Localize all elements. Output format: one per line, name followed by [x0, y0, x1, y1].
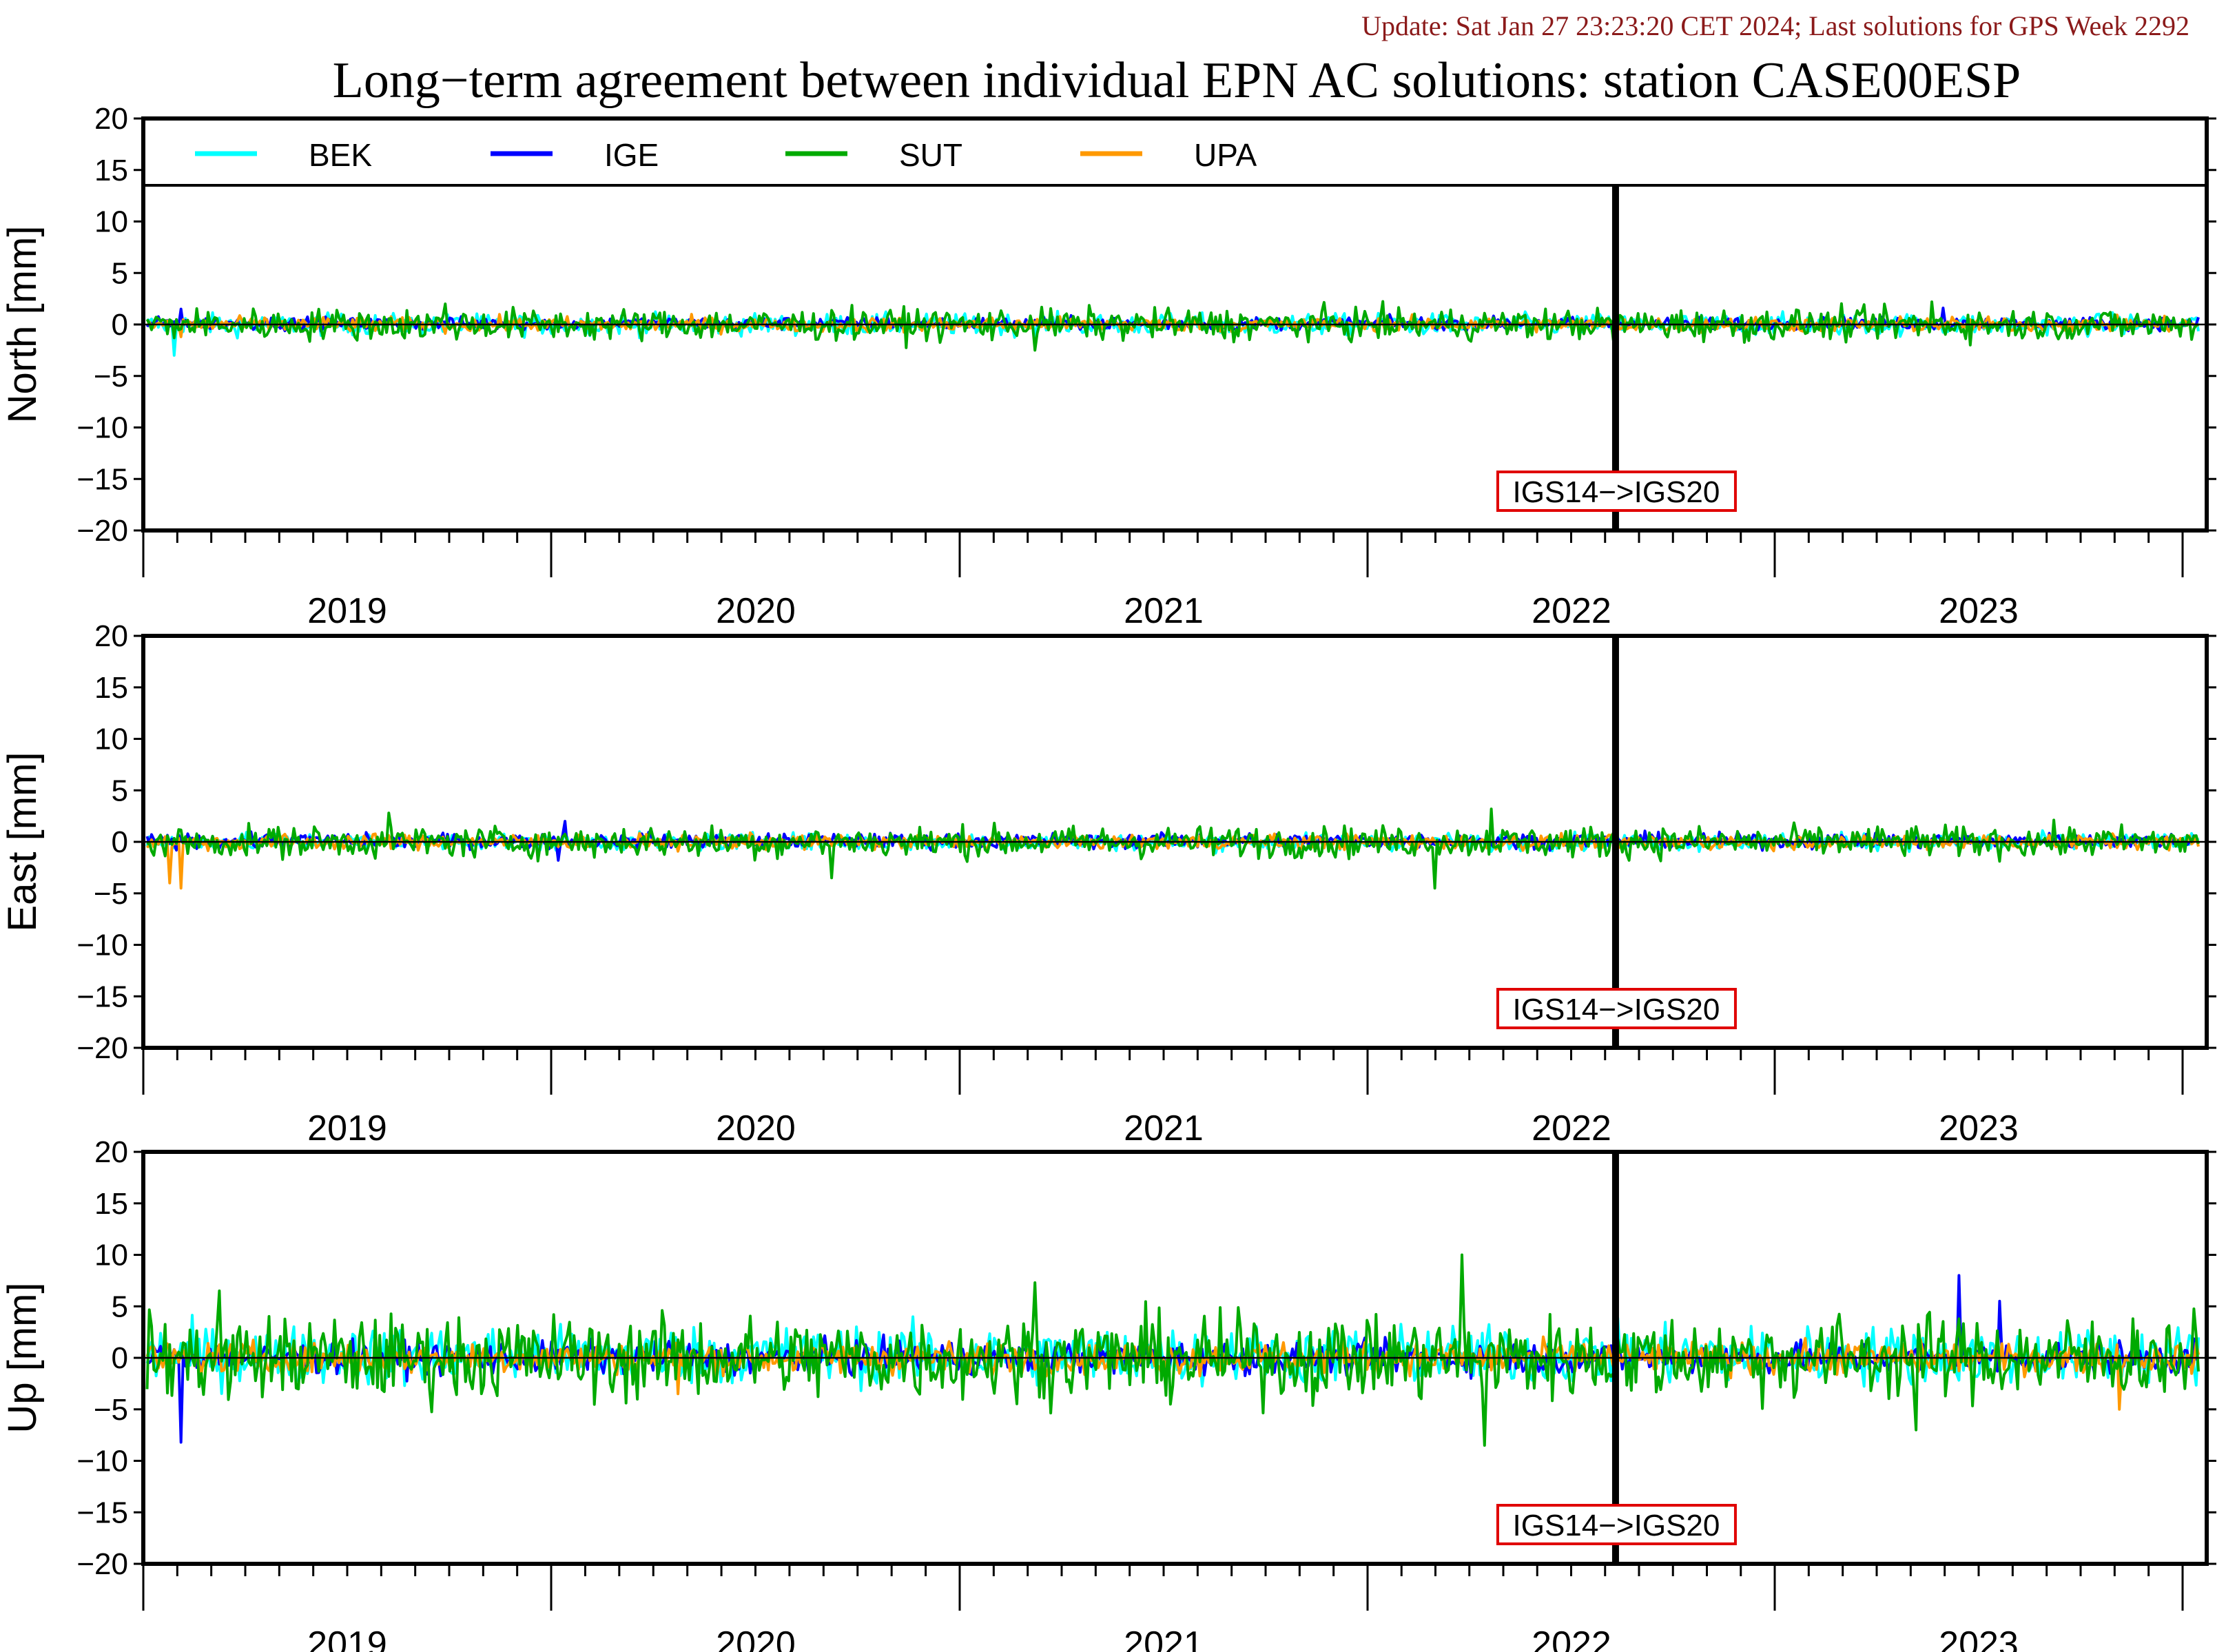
y-tick-label: −15	[76, 980, 128, 1013]
y-tick-label: 10	[94, 1239, 128, 1272]
x-tick-label: 2022	[1532, 1108, 1611, 1148]
x-tick-label: 2022	[1532, 1624, 1611, 1652]
y-tick-label: −15	[76, 1496, 128, 1529]
legend-label-bek: BEK	[309, 137, 372, 173]
x-tick-label: 2023	[1939, 1624, 2019, 1652]
reference-change-label: IGS14−>IGS20	[1513, 993, 1720, 1026]
y-tick-label: 20	[94, 619, 128, 653]
y-tick-label: 10	[94, 723, 128, 756]
y-tick-label: −20	[76, 514, 128, 548]
y-tick-label: −5	[94, 1393, 128, 1427]
x-tick-label: 2021	[1124, 1624, 1204, 1652]
y-tick-label: −20	[76, 1547, 128, 1581]
legend-label-sut: SUT	[899, 137, 962, 173]
x-tick-label: 2020	[716, 591, 796, 631]
series-sut	[146, 807, 2200, 890]
series-sut	[145, 1253, 2200, 1447]
legend: BEK IGE SUT UPA	[195, 137, 1257, 173]
y-tick-label: −10	[76, 929, 128, 962]
y-axis-label: East [mm]	[0, 752, 45, 931]
y-tick-label: 5	[112, 256, 128, 290]
y-tick-label: 15	[94, 671, 128, 705]
x-tick-label: 2023	[1939, 1108, 2019, 1148]
x-tick-label: 2020	[716, 1624, 796, 1652]
series-group	[145, 807, 2200, 890]
legend-label-upa: UPA	[1194, 137, 1257, 173]
panel-up: IGS14−>IGS20 20 15 10 5 0 −5 −10 −15 −20 Up [mm] 20…	[0, 1135, 2216, 1652]
series-group	[145, 300, 2200, 357]
y-tick-label: 0	[112, 1341, 128, 1375]
x-tick-label: 2020	[716, 1108, 796, 1148]
y-axis-label: North [mm]	[0, 226, 45, 424]
y-tick-label: 5	[112, 1290, 128, 1323]
x-tick-label: 2021	[1124, 591, 1204, 631]
x-tick-label: 2021	[1124, 1108, 1204, 1148]
legend-label-ige: IGE	[604, 137, 659, 173]
reference-change-box	[1496, 988, 1737, 1029]
y-tick-label: 15	[94, 1187, 128, 1221]
y-tick-label: 20	[94, 1135, 128, 1169]
y-tick-label: −5	[94, 360, 128, 393]
x-tick-label: 2019	[307, 1624, 387, 1652]
series-sut	[145, 300, 2199, 352]
y-tick-label: 5	[112, 774, 128, 807]
series-group	[145, 1253, 2200, 1447]
y-tick-label: −10	[76, 411, 128, 445]
reference-change-box	[1496, 1504, 1737, 1545]
panels: IGS14−>IGS20 20 15 10 5 0 −5 −10 −15 −20 North [mm…	[0, 102, 2216, 1652]
x-tick-label: 2022	[1532, 591, 1611, 631]
update-text: Update: Sat Jan 27 23:23:20 CET 2024; La…	[1361, 10, 2189, 41]
reference-change-label: IGS14−>IGS20	[1513, 1509, 1720, 1542]
y-tick-label: 0	[112, 308, 128, 342]
y-tick-label: −5	[94, 877, 128, 911]
y-axis-label: Up [mm]	[0, 1282, 45, 1433]
y-tick-label: −15	[76, 462, 128, 496]
x-tick-label: 2023	[1939, 591, 2019, 631]
y-tick-label: −10	[76, 1445, 128, 1478]
x-tick-label: 2019	[307, 1108, 387, 1148]
panel-north: IGS14−>IGS20 20 15 10 5 0 −5 −10 −15 −20 North [mm…	[0, 102, 2216, 631]
reference-change-box	[1496, 471, 1737, 512]
reference-change-label: IGS14−>IGS20	[1513, 475, 1720, 509]
chart-title: Long−term agreement between individual E…	[333, 52, 2021, 109]
y-tick-label: 15	[94, 154, 128, 187]
y-tick-label: 10	[94, 205, 128, 239]
panel-east: IGS14−>IGS20 20 15 10 5 0 −5 −10 −15 −20 East [mm]…	[0, 619, 2216, 1148]
y-tick-label: 0	[112, 825, 128, 859]
y-tick-label: −20	[76, 1031, 128, 1065]
y-tick-label: 20	[94, 102, 128, 136]
x-tick-label: 2019	[307, 591, 387, 631]
